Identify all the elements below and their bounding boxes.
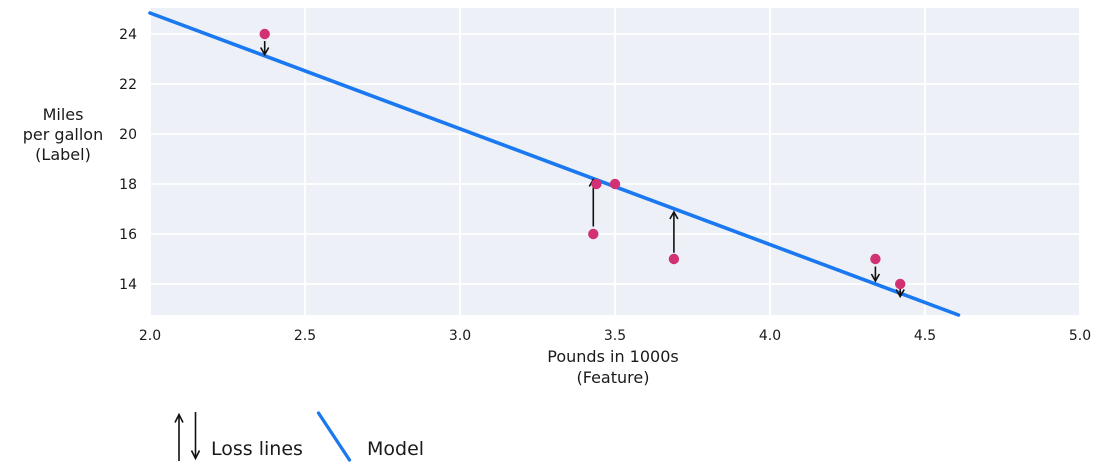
data-point	[591, 178, 602, 190]
x-tick-label: 4.0	[759, 328, 781, 344]
data-point	[668, 253, 680, 265]
x-axis-label-line1: Pounds in 1000s	[547, 347, 678, 366]
x-tick-label: 4.5	[914, 328, 936, 344]
x-axis-tick-labels: 2.0 2.5 3.0 3.5 4.0 4.5 5.0	[139, 328, 1091, 344]
loss-arrow-head	[669, 210, 679, 220]
y-axis-label-line2: per gallon	[23, 125, 103, 144]
y-axis-label: Miles per gallon (Label)	[23, 105, 103, 164]
y-tick-label: 22	[119, 77, 137, 93]
data-point	[588, 228, 599, 240]
data-point	[895, 278, 906, 290]
legend-loss-lines-label: Loss lines	[211, 438, 303, 460]
x-tick-label: 2.5	[294, 328, 316, 344]
legend-model-line-icon	[316, 411, 352, 462]
data-point	[259, 28, 270, 40]
y-tick-label: 24	[119, 27, 137, 43]
y-tick-label: 14	[119, 277, 137, 293]
loss-lines-up-arrow-icon	[174, 412, 184, 461]
legend: Loss lines Model	[174, 411, 424, 462]
y-axis-label-line3: (Label)	[35, 145, 91, 164]
model-line-group	[148, 11, 961, 317]
data-point	[609, 178, 621, 190]
x-tick-label: 3.0	[449, 328, 471, 344]
loss-arrow-head	[870, 273, 881, 283]
data-points	[259, 28, 906, 290]
y-axis-label-line1: Miles	[43, 105, 84, 124]
model-line	[148, 11, 961, 317]
y-tick-label: 18	[119, 177, 137, 193]
loss-lines-down-arrow-icon	[190, 412, 201, 461]
legend-model-label: Model	[367, 438, 424, 460]
x-axis-label: Pounds in 1000s (Feature)	[547, 347, 678, 387]
x-tick-label: 3.5	[604, 328, 626, 344]
y-tick-label: 20	[119, 127, 137, 143]
data-point	[870, 253, 881, 265]
loss-arrows	[260, 41, 905, 299]
x-axis-label-line2: (Feature)	[577, 368, 650, 387]
loss-arrow-head	[260, 47, 270, 57]
x-tick-label: 2.0	[139, 328, 161, 344]
y-axis-tick-labels: 14 16 18 20 22 24	[119, 27, 137, 293]
y-tick-label: 16	[119, 227, 137, 243]
x-tick-label: 5.0	[1069, 328, 1091, 344]
loss-arrow-head	[895, 289, 905, 299]
